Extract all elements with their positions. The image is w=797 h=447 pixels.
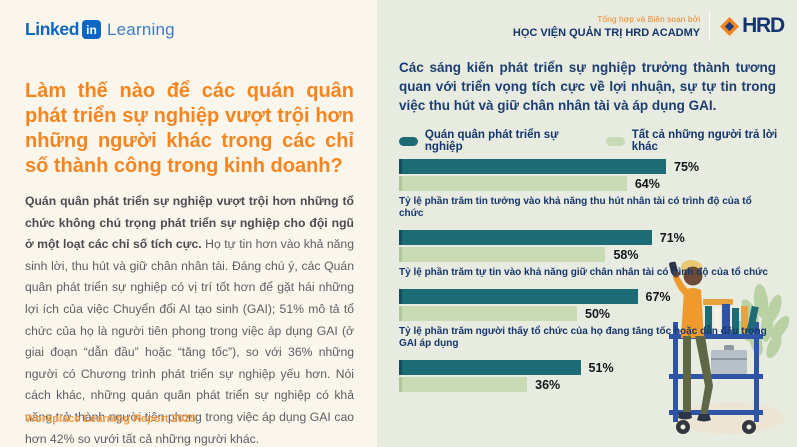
attribution-text: Tổng hợp và Biên soạn bởi HỌC VIỆN QUẢN …: [513, 14, 700, 39]
bar-value-label: 64%: [634, 176, 660, 191]
bar-value-label: 51%: [588, 360, 614, 375]
champion-bar: [399, 289, 638, 304]
bar-value-label: 50%: [585, 306, 611, 321]
attribution-block: Tổng hợp và Biên soạn bởi HỌC VIỆN QUẢN …: [513, 11, 785, 41]
linkedin-learning-logo: Linked in Learning: [25, 19, 175, 40]
bar-group-1: 75% 64% Tỷ lệ phần trăm tin tưởng vào khả …: [399, 159, 779, 220]
bar-group-caption: Tỷ lệ phần trăm người thấy tổ chức của h…: [399, 326, 767, 349]
hrd-logo: HRD: [719, 14, 785, 38]
bar-row-others: 58%: [399, 247, 755, 262]
bar-row-others: 36%: [399, 377, 755, 392]
attribution-divider: [709, 11, 711, 41]
legend-item-others: Tất cả những người trả lời khác: [605, 129, 797, 153]
page-title: Làm thế nào để các quán quân phát triển …: [25, 80, 354, 177]
legend-label-others: Tất cả những người trả lời khác: [631, 129, 778, 153]
bar-row-champion: 71%: [399, 230, 755, 245]
left-panel: Linked in Learning Làm thế nào để các qu…: [0, 0, 377, 447]
legend-swatch-champion: [399, 136, 418, 146]
chart-title: Các sáng kiến phát triển sự nghiệp trưởn…: [399, 60, 776, 113]
others-bar: [399, 247, 606, 262]
attribution-tagline: Tổng hợp và Biên soạn bởi: [597, 13, 701, 24]
legend-swatch-others: [605, 136, 625, 146]
right-panel: Tổng hợp và Biên soạn bởi HỌC VIỆN QUẢN …: [377, 0, 797, 447]
books-icon: [703, 299, 759, 335]
person-icon: [669, 260, 713, 422]
bar-group-3: 67% 50% Tỷ lệ phần trăm người thấy tổ chức…: [399, 289, 779, 350]
others-bar: [399, 176, 627, 191]
illustration-person-book-cart-icon: [669, 260, 790, 434]
linkedin-wordmark: Linked: [25, 19, 79, 39]
chart-legend: Quán quân phát triển sự nghiệp Tất cả nh…: [399, 129, 797, 153]
bar-value-label: 67%: [645, 289, 671, 304]
body-lead-sentence: Quán quân phát triển sự nghiệp vượt trội…: [25, 194, 354, 252]
bar-chart: 75% 64% Tỷ lệ phần trăm tin tưởng vào khả …: [399, 159, 779, 394]
toolbox-icon: [711, 345, 747, 374]
linkedin-in-icon: in: [82, 20, 101, 39]
bar-value-label: 36%: [535, 377, 561, 392]
hrd-diamond-icon: [720, 16, 740, 36]
bar-value-label: 71%: [659, 230, 685, 245]
bar-group-caption: Tỷ lệ phần trăm tin tưởng vào khả năng t…: [399, 196, 752, 219]
champion-bar: [399, 360, 581, 375]
bar-row-others: 50%: [399, 306, 755, 321]
bar-group-2: 71% 58% Tỷ lệ phần trăm tự tin vào khả năn…: [399, 230, 779, 279]
body-rest: Họ tự tin hơn vào khả năng sinh lời, thu…: [25, 237, 354, 446]
hrd-wordmark: HRD: [742, 14, 785, 37]
champion-bar: [399, 230, 652, 245]
report-footer: Workplace Learning Report 2025: [25, 413, 196, 425]
bar-row-champion: 51%: [399, 360, 755, 375]
bar-row-others: 64%: [399, 176, 755, 191]
body-paragraph: Quán quân phát triển sự nghiệp vượt trội…: [25, 191, 354, 447]
bar-group-4: 51% 36%: [399, 360, 779, 392]
legend-item-champion: Quán quân phát triển sự nghiệp: [399, 129, 590, 153]
bar-group-caption: Tỷ lệ phần trăm tự tin vào khả năng giữ …: [399, 267, 768, 278]
others-bar: [399, 306, 577, 321]
attribution-organization: HỌC VIỆN QUẢN TRỊ HRD ACADMY: [512, 26, 701, 39]
champion-bar: [399, 159, 666, 174]
learning-wordmark: Learning: [107, 19, 175, 39]
bar-row-champion: 75%: [399, 159, 755, 174]
bar-value-label: 75%: [674, 159, 700, 174]
others-bar: [399, 377, 528, 392]
bar-row-champion: 67%: [399, 289, 755, 304]
legend-label-champion: Quán quân phát triển sự nghiệp: [424, 129, 559, 153]
book-cart-icon: [669, 322, 763, 434]
bar-value-label: 58%: [613, 247, 639, 262]
